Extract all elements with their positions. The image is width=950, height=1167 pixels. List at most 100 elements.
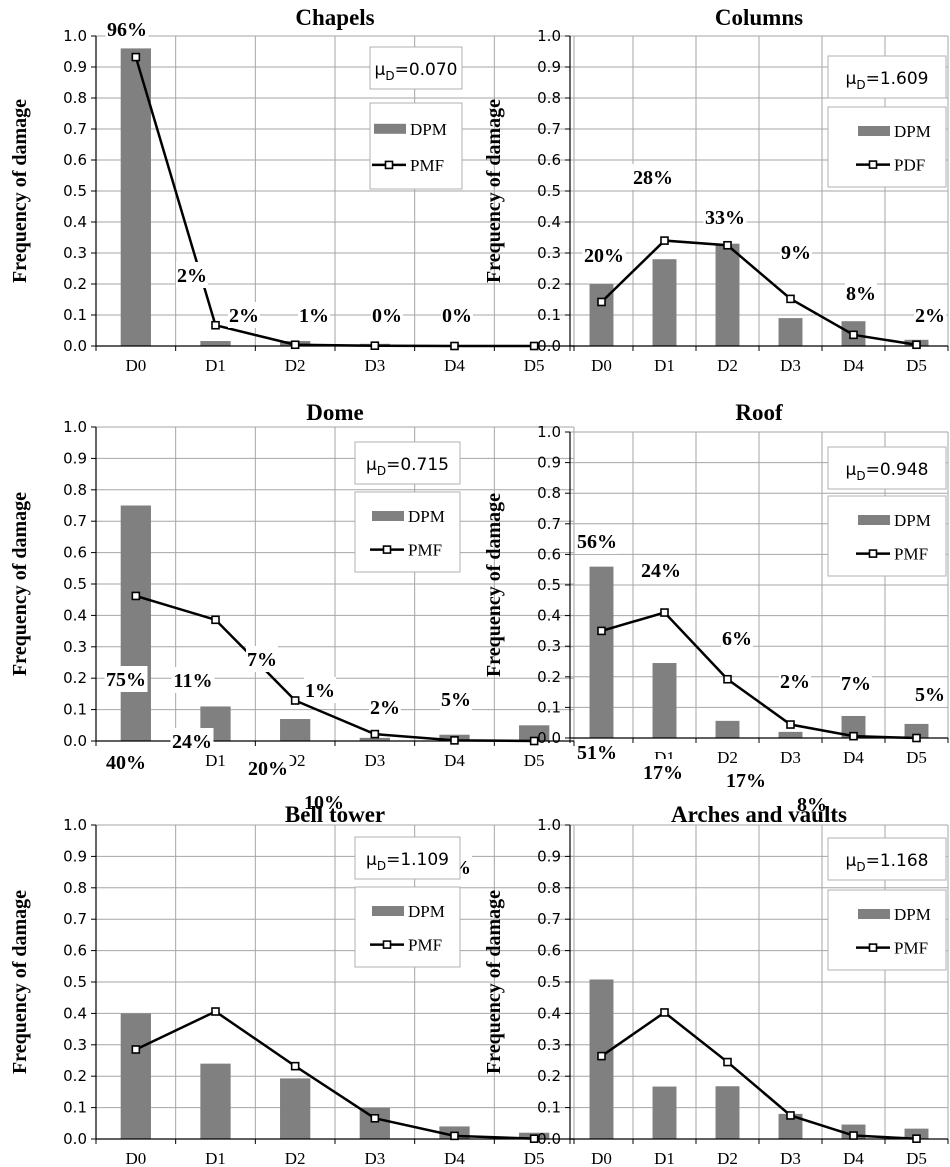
legend: [827, 889, 947, 971]
bar-D0: [120, 1013, 151, 1139]
data-label: 7%: [841, 673, 871, 695]
y-axis-label: Frequency of damage: [483, 890, 505, 1074]
chart-title: Columns: [715, 5, 803, 30]
data-label-bg: [780, 239, 812, 265]
data-label-bg: [631, 164, 675, 190]
x-tick-label: D1: [654, 356, 675, 375]
line-point-D1: [660, 236, 669, 245]
legend-label: PMF: [410, 156, 444, 175]
y-tick-label: 0.1: [63, 701, 87, 719]
y-tick-label: 0.5: [537, 576, 561, 594]
data-label: 2%: [229, 305, 259, 327]
y-tick-label: 0.5: [63, 973, 87, 991]
data-label-bg: [779, 668, 811, 694]
y-tick-label: 1.0: [537, 423, 561, 441]
x-tick-label: D1: [205, 751, 226, 770]
y-tick-label: 0.3: [63, 244, 87, 262]
x-tick-label: D4: [444, 1149, 465, 1167]
y-tick-label: 0.7: [537, 515, 561, 533]
y-tick-label: 0.2: [537, 668, 561, 686]
y-tick-label: 0.9: [63, 58, 87, 76]
data-label: 17%: [643, 762, 683, 784]
mu-box: [369, 46, 463, 90]
bar-D0: [120, 505, 151, 741]
y-tick-label: 0.1: [63, 1099, 87, 1117]
y-tick-label: 0.3: [537, 637, 561, 655]
x-tick-label: D3: [364, 356, 385, 375]
data-label-bg: [582, 242, 626, 268]
y-tick-label: 0.7: [537, 120, 561, 138]
y-tick-label: 0.1: [537, 306, 561, 324]
y-tick-label: 0.7: [63, 120, 87, 138]
y-tick-label: 0.2: [63, 1067, 87, 1085]
y-tick-label: 0.5: [63, 575, 87, 593]
line-point-D3: [786, 1111, 795, 1120]
y-tick-label: 1.0: [63, 816, 87, 834]
y-tick-label: 0.6: [63, 151, 87, 169]
y-tick-label: 0.4: [63, 1004, 87, 1022]
data-label: 5%: [915, 684, 945, 706]
line-point-D3: [786, 294, 795, 304]
y-axis-label: Frequency of damage: [483, 99, 505, 283]
x-tick-label: D5: [906, 1149, 927, 1167]
data-label: 28%: [633, 167, 673, 189]
y-tick-label: 0.6: [537, 545, 561, 563]
y-tick-label: 0.8: [537, 879, 561, 897]
line-series-PMF: [600, 1010, 917, 1140]
line-point-D5: [529, 736, 539, 746]
x-tick-label: D5: [906, 748, 927, 767]
y-tick-label: 0.2: [537, 1067, 561, 1085]
legend-swatch-bar: [858, 126, 890, 136]
legend-label: PMF: [894, 545, 928, 564]
data-label: 8%: [846, 283, 876, 305]
bar-D1: [200, 341, 231, 346]
data-label-bg: [302, 789, 346, 815]
x-tick-label: D3: [780, 748, 801, 767]
bar-D2: [280, 1078, 311, 1139]
data-label: 51%: [577, 742, 617, 764]
legend-label: PMF: [894, 939, 928, 958]
y-tick-label: 0.4: [537, 213, 561, 231]
x-tick-label: D5: [524, 1149, 545, 1167]
bar-D1: [652, 663, 677, 738]
legend-swatch-marker: [868, 549, 878, 558]
legend-swatch-bar: [372, 906, 404, 916]
data-label: 1%: [305, 680, 335, 702]
bar-D2: [280, 719, 311, 741]
legend-label: DPM: [408, 507, 445, 526]
data-label: 0%: [442, 305, 472, 327]
chart-panel-3: 0.00.10.20.30.40.50.60.70.80.91.0D0D1D2D…: [9, 400, 575, 770]
x-tick-label: D0: [125, 356, 146, 375]
data-label-bg: [228, 302, 260, 328]
data-label: 40%: [106, 752, 146, 774]
data-label-bg: [176, 262, 208, 288]
legend-label: DPM: [408, 902, 445, 921]
legend-label: DPM: [894, 905, 931, 924]
data-label-bg: [105, 16, 149, 42]
data-label: 2%: [780, 671, 810, 693]
data-label-bg: [721, 625, 753, 651]
y-tick-label: 1.0: [63, 418, 87, 436]
bar-D3: [778, 731, 803, 738]
mu-box: [827, 446, 947, 490]
x-tick-label: D3: [364, 751, 385, 770]
line-point-D3: [370, 1113, 380, 1123]
bar-D2: [715, 720, 740, 738]
legend-label: PDF: [894, 156, 925, 175]
line-point-D4: [849, 1131, 858, 1140]
y-tick-label: 0.3: [63, 1036, 87, 1054]
line-point-D0: [597, 1051, 606, 1061]
y-tick-label: 0.0: [537, 729, 561, 747]
y-tick-label: 0.0: [537, 1130, 561, 1148]
y-tick-label: 0.7: [63, 512, 87, 530]
bar-D2: [715, 1086, 740, 1139]
y-tick-label: 0.2: [63, 275, 87, 293]
bar-D2: [715, 243, 740, 346]
data-label: 2%: [177, 265, 207, 287]
y-tick-label: 0.1: [63, 306, 87, 324]
x-tick-label: D4: [843, 1149, 864, 1167]
bar-D3: [359, 737, 390, 741]
y-tick-label: 0.6: [63, 942, 87, 960]
data-label-bg: [840, 670, 872, 696]
